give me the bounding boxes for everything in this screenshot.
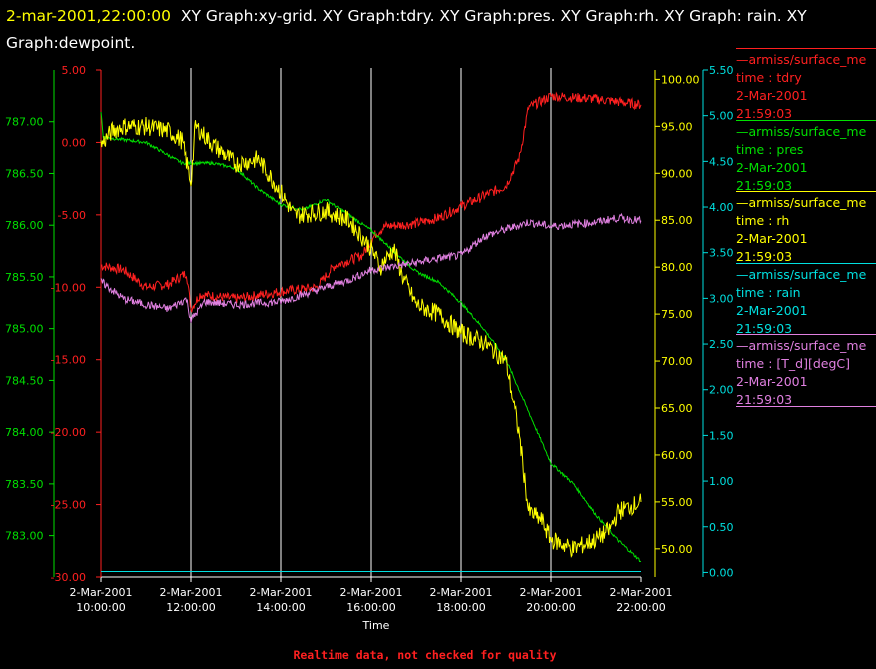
legend-series-name: —armiss/surface_me [736,195,867,210]
legend-date: 2-Mar-2001 [736,374,808,389]
x-tick-label: 20:00:00 [526,601,575,614]
y-tick-label-pres: 786.00 [5,219,44,232]
legend-series-name: —armiss/surface_me [736,338,867,353]
x-tick-label: 2-Mar-2001 [520,586,583,599]
y-tick-label-pres: 785.00 [5,323,44,336]
series-line [100,116,642,558]
legend-series-name: —armiss/surface_me [736,52,867,67]
x-axis-title: Time [362,619,390,632]
legend-variable: time : tdry [736,70,802,85]
legend-variable: time : rain [736,284,801,300]
y-tick-label-tdry: -20.00 [51,426,86,439]
y-tick-label-rain: 0.00 [709,566,734,579]
y-tick-label-rain: 2.50 [709,338,734,351]
y-tick-label-tdry: -10.00 [51,281,86,294]
legend-date: 2-Mar-2001 [736,88,808,103]
legend-time: 21:59:03 [736,106,793,121]
y-tick-label-rh: 50.00 [661,543,693,556]
y-tick-label-rain: 3.00 [709,292,734,305]
y-tick-label-rh: 95.00 [661,120,693,133]
y-tick-label-pres: 785.50 [5,271,44,284]
y-tick-label-rain: 0.50 [709,521,734,534]
legend-series-name: —armiss/surface_me [736,123,867,139]
x-tick-label: 2-Mar-2001 [610,586,673,599]
y-tick-label-rain: 4.00 [709,201,734,214]
x-tick-label: 2-Mar-2001 [70,586,133,599]
y-tick-label-pres: 787.00 [5,116,44,129]
x-tick-label: 2-Mar-2001 [160,586,223,599]
y-tick-label-rh: 60.00 [661,449,693,462]
y-tick-label-rain: 5.50 [709,64,734,77]
x-tick-label: 16:00:00 [346,601,395,614]
x-tick-label: 10:00:00 [76,601,125,614]
quality-note: Realtime data, not checked for quality [293,648,557,662]
legend-time: 21:59:03 [736,177,793,193]
y-tick-label-pres: 783.50 [5,478,44,491]
y-tick-label-tdry: -15.00 [51,354,86,367]
legend: —armiss/surface_me time : tdry 2-Mar-2001 2… [736,48,876,407]
y-tick-label-rh: 55.00 [661,496,693,509]
legend-time: 21:59:03 [736,249,793,264]
x-tick-label: 2-Mar-2001 [250,586,313,599]
legend-variable: time : [T_d][degC] [736,356,851,371]
legend-date: 2-Mar-2001 [736,231,808,246]
legend-series-name: —armiss/surface_me [736,266,867,282]
graph-list: XY Graph:xy-grid. XY Graph:tdry. XY Grap… [6,7,807,52]
y-tick-label-rain: 4.50 [709,155,734,168]
x-tick-label: 2-Mar-2001 [430,586,493,599]
y-tick-label-rh: 70.00 [661,355,693,368]
legend-date: 2-Mar-2001 [736,302,808,318]
y-tick-label-tdry: -30.00 [51,571,86,584]
y-tick-label-rain: 2.00 [709,384,734,397]
timestamp: 2-mar-2001,22:00:00 [6,7,172,25]
y-tick-label-pres: 784.00 [5,426,44,439]
y-tick-label-pres: 784.50 [5,374,44,387]
x-tick-label: 18:00:00 [436,601,485,614]
x-tick-label: 2-Mar-2001 [340,586,403,599]
y-tick-label-rh: 75.00 [661,308,693,321]
series-line [100,111,642,563]
y-tick-label-rain: 3.50 [709,247,734,260]
legend-variable: time : rh [736,213,790,228]
x-tick-label: 22:00:00 [616,601,665,614]
y-tick-label-pres: 786.50 [5,167,44,180]
y-tick-label-rain: 1.00 [709,475,734,488]
legend-time: 21:59:03 [736,320,793,336]
y-tick-label-rain: 1.50 [709,429,734,442]
y-tick-label-tdry: 0.00 [62,136,87,149]
y-tick-label-rh: 65.00 [661,402,693,415]
legend-date: 2-Mar-2001 [736,159,808,175]
y-tick-label-pres: 783.00 [5,530,44,543]
legend-time: 21:59:03 [736,392,793,407]
y-tick-label-rh: 80.00 [661,261,693,274]
legend-divider [736,405,876,407]
y-tick-label-rh: 90.00 [661,167,693,180]
x-tick-label: 12:00:00 [166,601,215,614]
legend-variable: time : pres [736,141,804,157]
chart-header: 2-mar-2001,22:00:00 XY Graph:xy-grid. XY… [6,3,866,57]
x-tick-label: 14:00:00 [256,601,305,614]
y-tick-label-tdry: 5.00 [62,64,87,77]
y-tick-label-tdry: -25.00 [51,499,86,512]
y-tick-label-tdry: -5.00 [58,209,86,222]
y-tick-label-rain: 5.00 [709,110,734,123]
y-tick-label-rh: 85.00 [661,214,693,227]
series-line [100,212,642,323]
y-tick-label-rh: 100.00 [661,73,700,86]
